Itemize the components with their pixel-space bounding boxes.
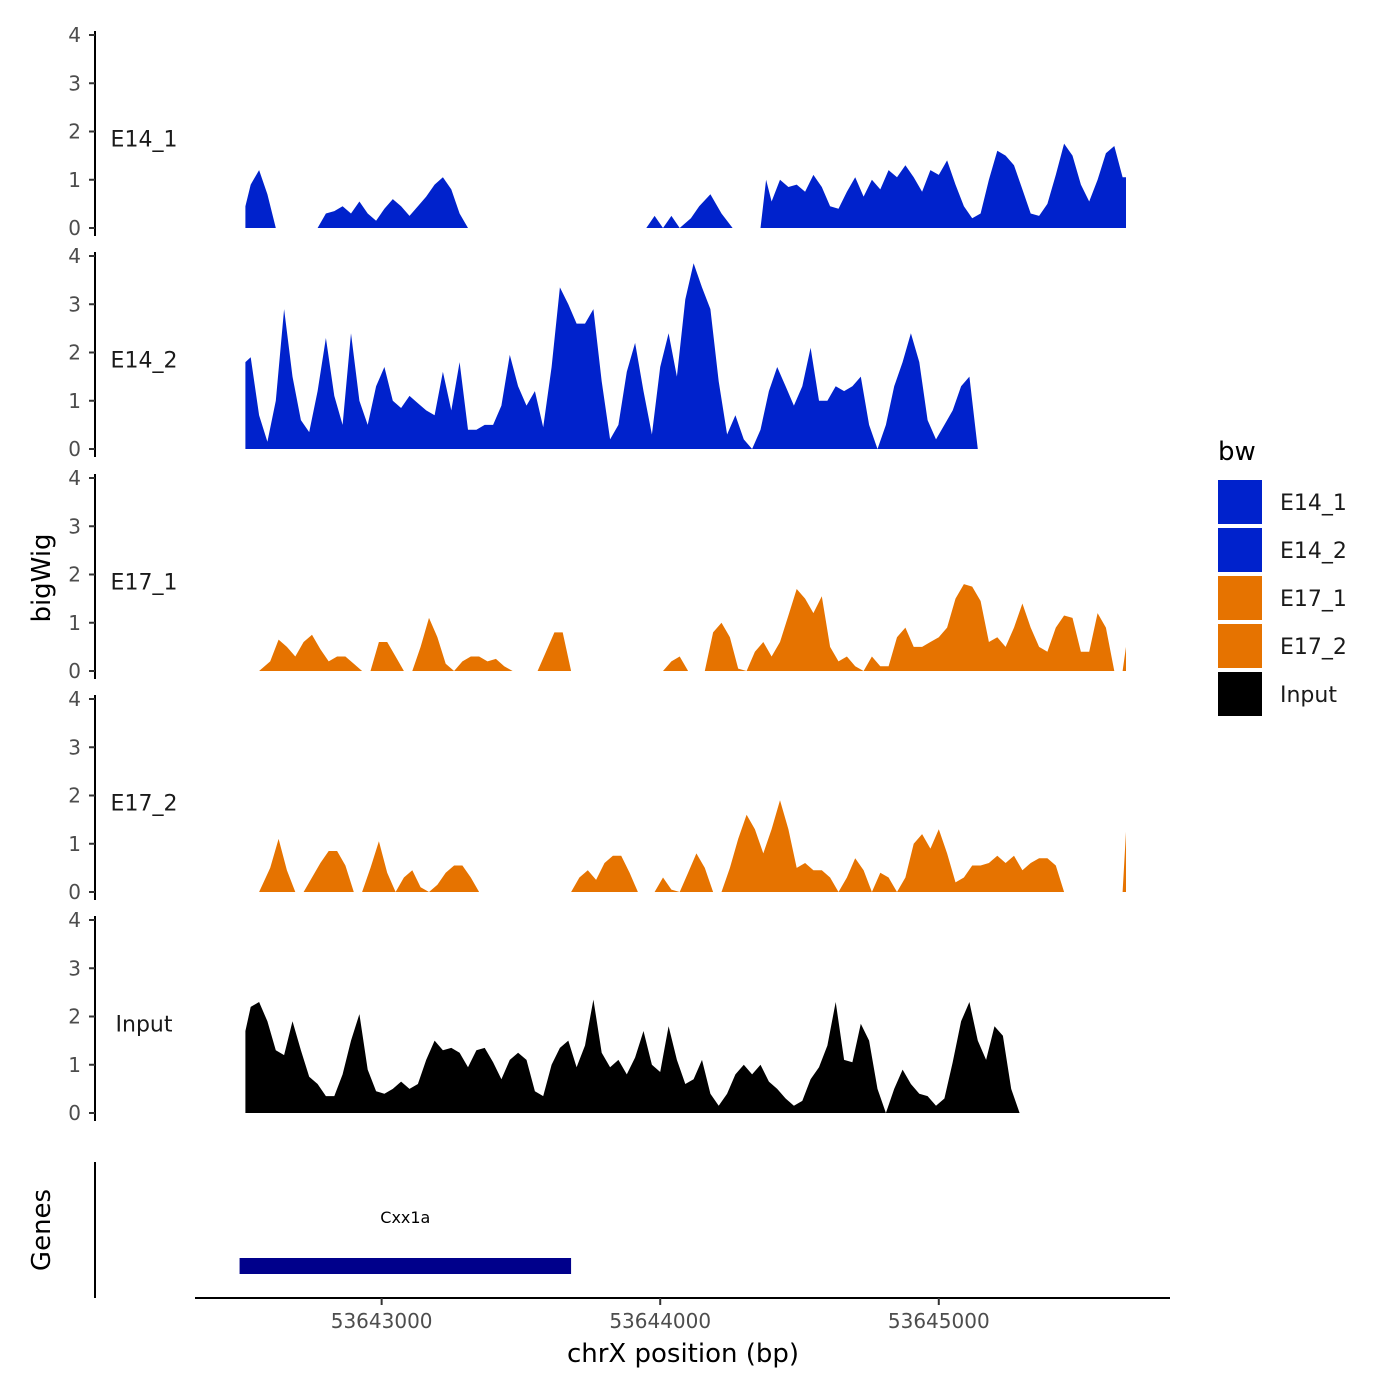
y-tick-label: 0 — [68, 659, 81, 683]
signal-area-E14_2 — [245, 263, 1129, 449]
signal-area-Input — [245, 999, 1131, 1113]
y-tick-label: 4 — [68, 244, 81, 268]
y-tick-label: 2 — [68, 1005, 81, 1029]
y-tick-label: 1 — [68, 389, 81, 413]
y-tick-label: 3 — [68, 956, 81, 980]
legend-label-E17_1: E17_1 — [1280, 587, 1347, 612]
track-E17_2: 0 1 2 3 4 E17_2 — [68, 687, 1126, 904]
gene-track-title: Genes — [27, 1189, 57, 1271]
legend-swatch-E14_2 — [1218, 528, 1262, 572]
legend: bw E14_1 E14_2 E17_1 E17_2 Input — [1218, 437, 1347, 716]
signal-area-E17_2 — [247, 800, 1126, 892]
y-tick-label: 0 — [68, 216, 81, 240]
y-tick-label: 2 — [68, 563, 81, 587]
y-tick-label: 1 — [68, 1053, 81, 1077]
y-axis-title: bigWig — [27, 533, 57, 622]
x-tick-label: 53644000 — [609, 1309, 711, 1333]
y-tick-label: 4 — [68, 687, 81, 711]
y-tick-label: 3 — [68, 292, 81, 316]
track-label-E17_1: E17_1 — [111, 571, 178, 596]
y-tick-label: 0 — [68, 1101, 81, 1125]
y-tick-label: 4 — [68, 908, 81, 932]
y-tick-label: 1 — [68, 611, 81, 635]
gene-track: Genes Cxx1a — [27, 1162, 572, 1298]
track-E14_1: 0 1 2 3 4 E14_1 — [68, 23, 1126, 240]
y-tick-label: 2 — [68, 120, 81, 144]
legend-swatch-E17_2 — [1218, 624, 1262, 668]
y-tick-label: 4 — [68, 466, 81, 490]
x-axis-title: chrX position (bp) — [567, 1339, 799, 1369]
legend-title: bw — [1218, 437, 1256, 467]
legend-swatch-E17_1 — [1218, 576, 1262, 620]
y-tick-label: 3 — [68, 514, 81, 538]
x-tick-label: 53643000 — [331, 1309, 433, 1333]
y-tick-label: 2 — [68, 784, 81, 808]
signal-area-E14_1 — [245, 143, 1126, 228]
y-tick-label: 2 — [68, 341, 81, 365]
y-tick-label: 1 — [68, 832, 81, 856]
y-tick-label: 4 — [68, 23, 81, 47]
track-E14_2: 0 1 2 3 4 E14_2 — [68, 244, 1129, 461]
legend-label-E14_2: E14_2 — [1280, 539, 1347, 564]
track-Input: 0 1 2 3 4 Input — [68, 908, 1131, 1125]
legend-label-Input: Input — [1280, 683, 1337, 708]
track-label-E17_2: E17_2 — [111, 792, 178, 817]
x-axis: chrX position (bp) 53643000 53644000 53645… — [195, 1297, 1170, 1369]
track-E17_1: 0 1 2 3 4 E17_1 — [68, 466, 1126, 683]
y-tick-label: 0 — [68, 880, 81, 904]
track-label-Input: Input — [116, 1013, 173, 1038]
gene-label-Cxx1a: Cxx1a — [380, 1208, 430, 1227]
gene-bar-Cxx1a — [239, 1258, 572, 1274]
signal-area-E17_1 — [245, 584, 1126, 671]
legend-swatch-Input — [1218, 672, 1262, 716]
legend-label-E17_2: E17_2 — [1280, 635, 1347, 660]
legend-label-E14_1: E14_1 — [1280, 491, 1347, 516]
track-label-E14_2: E14_2 — [111, 349, 178, 374]
y-tick-label: 3 — [68, 735, 81, 759]
signal-tracks: 0 1 2 3 4 E14_1 0 1 2 3 4 E14_2 0 1 2 3 4 E17_1 0 1 2 3 4 E17_2… — [68, 23, 1131, 1125]
y-tick-label: 0 — [68, 437, 81, 461]
y-tick-label: 3 — [68, 71, 81, 95]
x-tick-label: 53645000 — [888, 1309, 990, 1333]
track-label-E14_1: E14_1 — [111, 128, 178, 153]
legend-swatch-E14_1 — [1218, 480, 1262, 524]
y-tick-label: 1 — [68, 168, 81, 192]
